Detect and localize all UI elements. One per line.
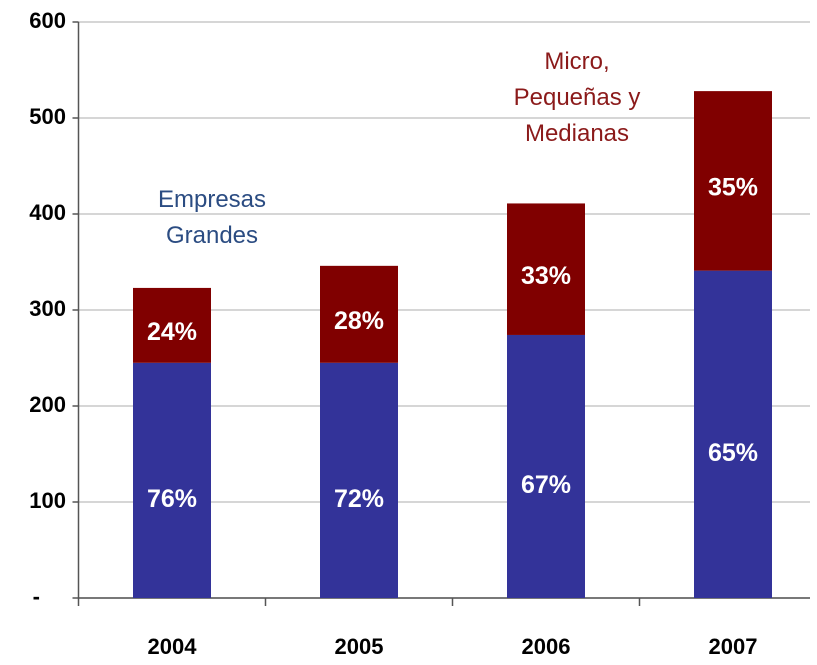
bar-segment [320,362,398,598]
y-tick-label: 400 [29,200,66,225]
series-annotation: Empresas Grandes [157,186,267,249]
y-tick-label: 300 [29,296,66,321]
share-label: 65% [708,439,758,467]
x-tick-label: 2006 [522,634,571,659]
bar-segment [507,203,585,335]
bar-segment [133,287,211,363]
y-tick-label: 600 [29,8,66,33]
bar-segment [694,270,772,598]
y-tick-label: - [33,584,40,609]
series-annotation: Micro, Pequeñas y Medianas [513,48,641,147]
share-label: 67% [521,471,571,499]
x-tick-label: 2004 [148,634,198,659]
share-label: 33% [521,262,571,290]
y-tick-label: 500 [29,104,66,129]
share-label: 76% [147,485,197,513]
share-label: 35% [708,173,758,201]
share-label: 24% [147,318,197,346]
bar-segment [694,91,772,271]
x-tick-label: 2007 [709,634,758,659]
bar-segment [133,362,211,598]
share-label: 72% [334,485,384,513]
bar-segment [320,265,398,363]
y-tick-label: 200 [29,392,66,417]
y-tick-label: 100 [29,488,66,513]
bar-segment [507,334,585,598]
share-label: 28% [334,307,384,335]
x-tick-label: 2005 [335,634,384,659]
